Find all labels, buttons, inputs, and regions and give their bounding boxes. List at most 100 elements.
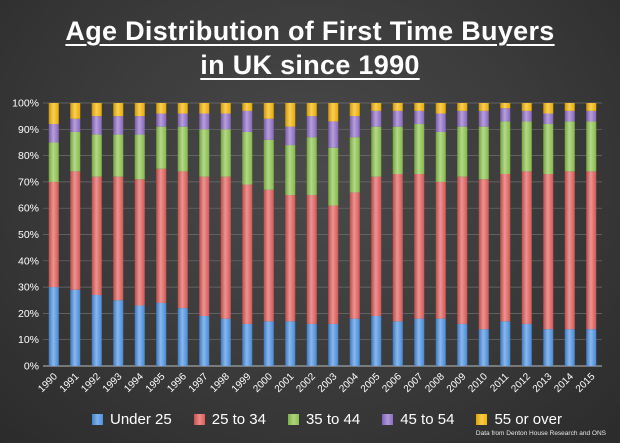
bar-segment-45-to-54-2015 <box>586 110 597 122</box>
x-tick-label: 1992 <box>79 371 103 395</box>
bar-segment-25-to-34-2013 <box>543 174 554 330</box>
bar-segment-45-to-54-2001 <box>285 126 296 146</box>
y-tick-label: 10% <box>18 334 39 346</box>
bar-segment-35-to-44-2008 <box>435 131 446 182</box>
bar-segment-25-to-34-2008 <box>435 181 446 319</box>
bar-segment-35-to-44-1998 <box>220 129 231 177</box>
legend-label: 35 to 44 <box>305 411 361 428</box>
bar-segment-45-to-54-2013 <box>543 113 554 125</box>
y-tick-label: 50% <box>18 229 39 241</box>
bar-segment-under-25-2004 <box>349 318 360 366</box>
x-tick-label: 2004 <box>337 371 361 395</box>
bars <box>48 103 597 366</box>
bar-segment-55-or-over-1995 <box>156 103 167 114</box>
bar-segment-55-or-over-2010 <box>478 103 489 111</box>
y-tick-label: 40% <box>18 255 39 267</box>
bar-segment-55-or-over-2011 <box>500 103 511 109</box>
bar-segment-45-to-54-2006 <box>392 110 403 127</box>
y-tick-label: 0% <box>24 361 39 373</box>
y-axis-ticks: 0% 10% 20% 30% 40% 50% 60% 70% 80% 90% 100% <box>12 98 39 373</box>
bar-segment-45-to-54-2011 <box>500 108 511 122</box>
bar-segment-55-or-over-2004 <box>349 103 360 117</box>
x-tick-label: 2015 <box>574 371 598 395</box>
legend-item-under-25: Under 25 <box>92 411 172 428</box>
bar-segment-35-to-44-2003 <box>328 147 339 206</box>
bar-segment-55-or-over-2009 <box>457 103 468 111</box>
bar-segment-45-to-54-2008 <box>435 113 446 132</box>
bar-segment-25-to-34-1994 <box>134 179 145 306</box>
bar-segment-55-or-over-1992 <box>91 103 102 117</box>
bar-segment-under-25-2007 <box>414 318 425 366</box>
bar-segment-35-to-44-2015 <box>586 121 597 172</box>
bar-segment-45-to-54-1995 <box>156 113 167 127</box>
bar-segment-under-25-2006 <box>392 321 403 366</box>
bar-segment-35-to-44-1993 <box>113 134 124 177</box>
bar-segment-25-to-34-1990 <box>48 181 59 288</box>
x-tick-label: 2008 <box>423 371 447 395</box>
bar-segment-under-25-2014 <box>564 329 575 366</box>
bar-segment-25-to-34-2002 <box>306 195 317 324</box>
bar-segment-55-or-over-1994 <box>134 103 145 117</box>
bar-segment-45-to-54-2005 <box>371 110 382 127</box>
x-tick-label: 1990 <box>36 371 60 395</box>
y-tick-label: 20% <box>18 308 39 320</box>
x-axis-ticks: 1990199119921993199419951996199719981999… <box>36 371 597 395</box>
bar-segment-55-or-over-1991 <box>70 103 81 119</box>
x-tick-label: 1993 <box>101 371 125 395</box>
x-tick-label: 2003 <box>316 371 340 395</box>
x-tick-label: 1996 <box>165 371 189 395</box>
bar-segment-35-to-44-2007 <box>414 124 425 175</box>
bar-segment-45-to-54-2009 <box>457 110 468 127</box>
x-tick-label: 2014 <box>552 371 576 395</box>
x-tick-label: 2001 <box>273 371 297 395</box>
bar-segment-55-or-over-2003 <box>328 103 339 122</box>
bar-segment-45-to-54-2000 <box>263 118 274 140</box>
bar-segment-45-to-54-1991 <box>70 118 81 132</box>
bar-segment-under-25-2009 <box>457 323 468 366</box>
bar-segment-45-to-54-2003 <box>328 121 339 148</box>
bar-segment-45-to-54-1993 <box>113 116 124 135</box>
bar-segment-55-or-over-2000 <box>263 103 274 119</box>
bar-segment-55-or-over-2012 <box>521 103 532 111</box>
bar-segment-45-to-54-1999 <box>242 110 253 132</box>
bar-segment-35-to-44-2006 <box>392 126 403 175</box>
bar-segment-45-to-54-1996 <box>177 113 188 127</box>
legend-item-55-or-over: 55 or over <box>476 411 562 428</box>
bar-segment-25-to-34-1998 <box>220 176 231 319</box>
y-tick-label: 90% <box>18 124 39 136</box>
bar-segment-45-to-54-1994 <box>134 116 145 135</box>
legend: Under 25 25 to 34 35 to 44 45 to 54 55 or ov… <box>92 411 562 428</box>
bar-segment-under-25-2012 <box>521 323 532 366</box>
bar-segment-25-to-34-2005 <box>371 176 382 317</box>
bar-segment-under-25-1995 <box>156 302 167 366</box>
chart-title-line-1: Age Distribution of First Time Buyers <box>65 16 555 46</box>
bar-segment-25-to-34-1993 <box>113 176 124 301</box>
legend-label: Under 25 <box>110 411 172 428</box>
bar-segment-45-to-54-2007 <box>414 110 425 125</box>
bar-segment-under-25-2001 <box>285 321 296 366</box>
bar-segment-25-to-34-1995 <box>156 168 167 303</box>
bar-segment-under-25-1990 <box>48 287 59 366</box>
bar-segment-25-to-34-2000 <box>263 189 274 322</box>
bar-segment-35-to-44-1996 <box>177 126 188 172</box>
x-tick-label: 2009 <box>445 371 469 395</box>
legend-label: 55 or over <box>494 411 562 428</box>
bar-segment-35-to-44-1990 <box>48 142 59 182</box>
x-tick-label: 1998 <box>208 371 232 395</box>
x-tick-label: 1994 <box>122 371 146 395</box>
bar-segment-55-or-over-2001 <box>285 103 296 127</box>
bar-segment-under-25-2000 <box>263 321 274 366</box>
legend-swatch <box>476 414 488 425</box>
legend-swatch <box>92 414 103 425</box>
x-tick-label: 1997 <box>187 371 211 395</box>
bar-segment-45-to-54-2014 <box>564 110 575 122</box>
bar-segment-35-to-44-1992 <box>91 134 102 177</box>
x-tick-label: 2012 <box>509 371 533 395</box>
bar-segment-35-to-44-2012 <box>521 121 532 172</box>
bar-segment-55-or-over-2002 <box>306 103 317 117</box>
bar-segment-35-to-44-1997 <box>199 129 210 177</box>
bar-segment-25-to-34-1992 <box>91 176 102 295</box>
bar-segment-45-to-54-2010 <box>478 110 489 127</box>
bar-segment-under-25-2005 <box>371 316 382 366</box>
